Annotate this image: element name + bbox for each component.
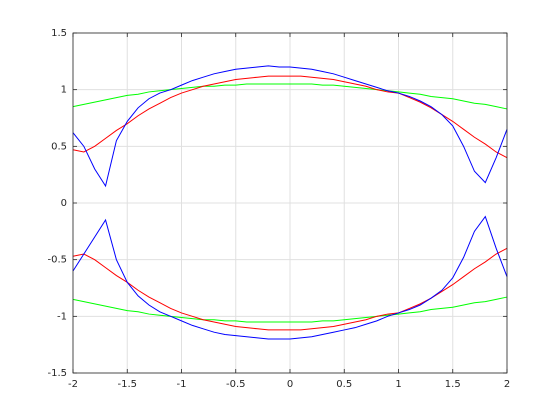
y-tick-label: 0.5 bbox=[51, 141, 67, 152]
line bbox=[72, 215, 508, 340]
line bbox=[72, 83, 508, 110]
x-tick-label: 1.5 bbox=[445, 379, 461, 390]
y-tick-label: -1 bbox=[57, 311, 67, 322]
x-tick-label: -0.5 bbox=[226, 379, 246, 390]
line bbox=[72, 296, 508, 323]
y-tick-label: -0.5 bbox=[47, 255, 67, 266]
x-tick-label: -1 bbox=[177, 379, 187, 390]
y-tick-label: 1.5 bbox=[51, 28, 67, 39]
x-tick-label: -1.5 bbox=[117, 379, 137, 390]
x-tick-label: 1 bbox=[395, 379, 401, 390]
line bbox=[72, 65, 508, 188]
x-tick-label: 0.5 bbox=[336, 379, 352, 390]
x-tick-label: 0 bbox=[287, 379, 293, 390]
x-tick-label: -2 bbox=[68, 379, 78, 390]
y-tick-label: -1.5 bbox=[47, 368, 67, 379]
y-tick-label: 1 bbox=[61, 85, 67, 96]
x-tick-label: 2 bbox=[504, 379, 510, 390]
line bbox=[72, 75, 508, 159]
y-tick-label: 0 bbox=[61, 198, 67, 209]
